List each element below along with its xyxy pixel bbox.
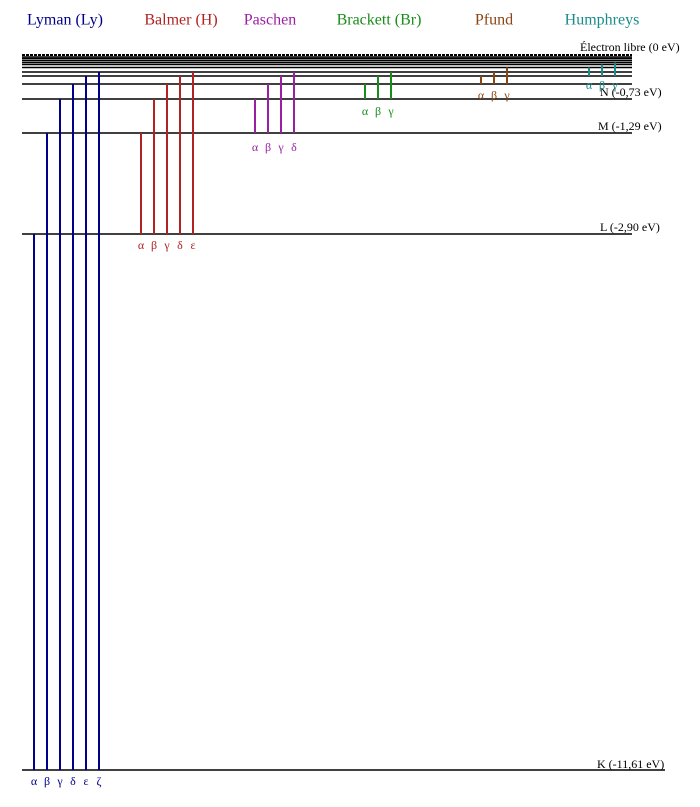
transition-letter: δ	[70, 774, 76, 788]
transition-letter: ζ	[97, 774, 102, 788]
transition-letter: α	[478, 88, 485, 102]
transition-letter: γ	[611, 78, 618, 92]
transition-letter: γ	[387, 104, 394, 118]
transition-letter: δ	[177, 238, 183, 252]
transition-letter: β	[375, 104, 381, 118]
series-title: Pfund	[475, 12, 513, 29]
level-label: K (-11,61 eV)	[597, 757, 664, 771]
series-title: Paschen	[244, 12, 296, 29]
series-title: Humphreys	[565, 12, 640, 29]
transition-letter: α	[31, 774, 38, 788]
level-label: Électron libre (0 eV)	[580, 40, 680, 54]
level-label: M (-1,29 eV)	[598, 119, 662, 133]
level-label: L (-2,90 eV)	[600, 220, 660, 234]
transition-letter: γ	[163, 238, 170, 252]
transition-letter: β	[491, 88, 497, 102]
transition-letter: ε	[190, 238, 195, 252]
series-title: Balmer (H)	[144, 12, 217, 29]
transition-letter: β	[151, 238, 157, 252]
transition-letter: α	[252, 140, 259, 154]
transition-letter: α	[138, 238, 145, 252]
transition-letter: β	[44, 774, 50, 788]
series-title: Lyman (Ly)	[27, 12, 103, 29]
transition-letter: γ	[277, 140, 284, 154]
transition-letter: δ	[291, 140, 297, 154]
transition-letter: γ	[503, 88, 510, 102]
transition-letter: α	[586, 78, 593, 92]
transition-letter: β	[599, 78, 605, 92]
transition-letter: β	[265, 140, 271, 154]
transition-letter: γ	[56, 774, 63, 788]
series-title: Brackett (Br)	[337, 12, 422, 29]
transition-letter: ε	[83, 774, 88, 788]
transition-letter: α	[362, 104, 369, 118]
level-label: N (-0,73 eV)	[600, 85, 662, 99]
